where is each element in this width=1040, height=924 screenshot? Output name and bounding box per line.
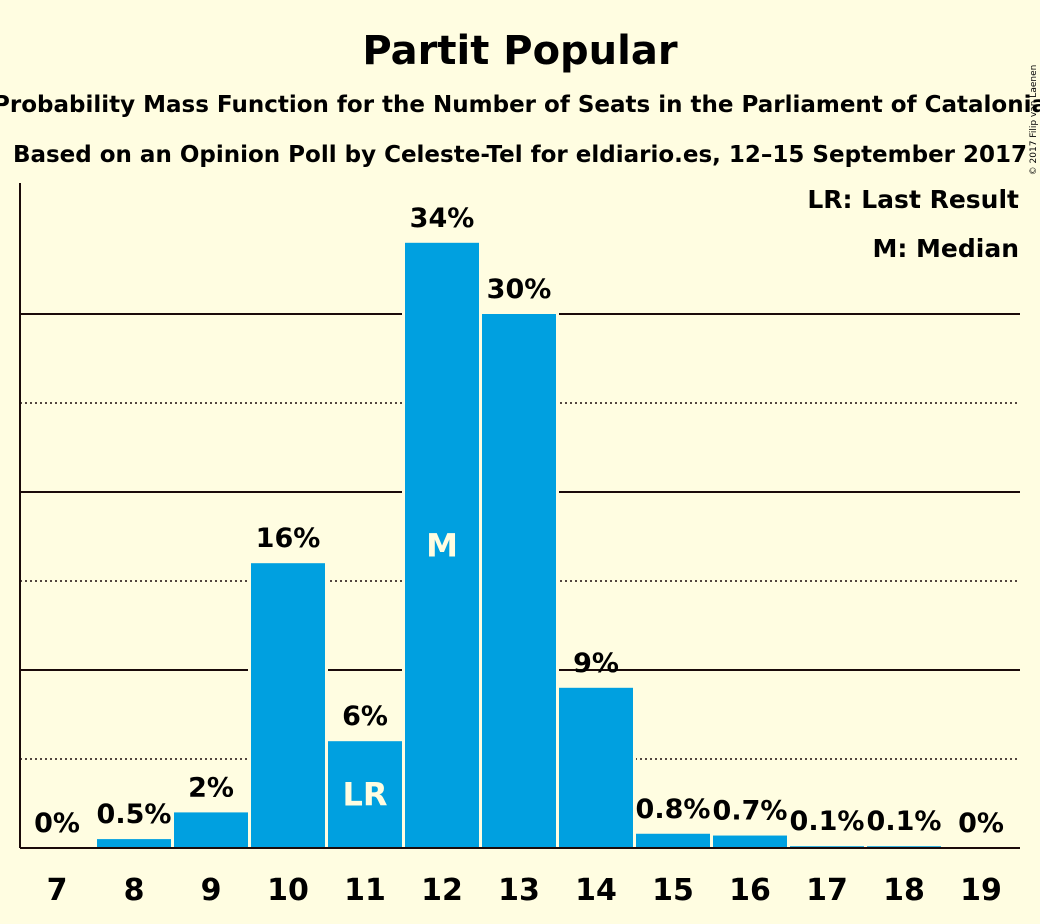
legend-median: M: Median — [872, 234, 1019, 263]
bars — [94, 239, 944, 849]
data-label-13: 30% — [487, 274, 552, 305]
chart-subtitle: Probability Mass Function for the Number… — [0, 92, 1040, 118]
data-label-14: 9% — [573, 648, 619, 679]
x-tick-13: 13 — [498, 873, 540, 908]
bar-seats-8 — [97, 839, 171, 848]
data-label-10: 16% — [256, 523, 321, 554]
x-tick-19: 19 — [960, 873, 1002, 908]
bar-markers: LR M — [342, 526, 457, 813]
x-tick-8: 8 — [124, 873, 145, 908]
bar-seats-10 — [251, 563, 325, 848]
bar-seats-12 — [405, 242, 479, 849]
data-labels: 0% 0.5%2%16%6%34%30%9%0.8% 0.7% 0.1% 0.1% 0% — [34, 203, 1004, 839]
data-label-12: 34% — [410, 203, 475, 234]
data-label-8: 0.5% — [97, 799, 172, 830]
x-tick-10: 10 — [267, 873, 309, 908]
x-tick-16: 16 — [729, 873, 771, 908]
bar-seats-14 — [559, 687, 633, 848]
marker-m: M — [426, 526, 458, 564]
data-label-18: 0.1% — [867, 806, 942, 837]
copyright-notice: © 2017 Filip van Laenen — [1029, 65, 1039, 176]
bar-seats-16 — [713, 835, 787, 848]
x-tick-18: 18 — [883, 873, 925, 908]
legend-last-result: LR: Last Result — [807, 185, 1019, 214]
bar-seats-11 — [328, 741, 402, 848]
data-label-11: 6% — [342, 701, 388, 732]
x-tick-7: 7 — [47, 873, 68, 908]
data-label-15: 0.8% — [636, 794, 711, 825]
data-label-19: 0% — [958, 808, 1004, 839]
chart-title: Partit Popular — [362, 28, 677, 74]
x-tick-15: 15 — [652, 873, 694, 908]
x-tick-12: 12 — [421, 873, 463, 908]
data-label-7: 0% — [34, 808, 80, 839]
bar-halo — [864, 843, 944, 848]
bar-seats-15 — [636, 833, 710, 848]
data-label-16: 0.7% — [713, 796, 788, 827]
x-tick-17: 17 — [806, 873, 848, 908]
marker-lr: LR — [342, 776, 387, 814]
chart-subtitle-source: Based on an Opinion Poll by Celeste-Tel … — [13, 142, 1027, 168]
x-tick-labels: 7 8 9 10 11 12 13 14 15 16 17 18 19 — [47, 873, 1002, 908]
x-tick-14: 14 — [575, 873, 617, 908]
bar-seats-9 — [174, 812, 248, 848]
x-tick-11: 11 — [344, 873, 386, 908]
data-label-17: 0.1% — [790, 806, 865, 837]
x-tick-9: 9 — [201, 873, 222, 908]
bar-seats-13 — [482, 314, 556, 848]
data-label-9: 2% — [188, 772, 234, 803]
bar-halo — [787, 843, 867, 848]
